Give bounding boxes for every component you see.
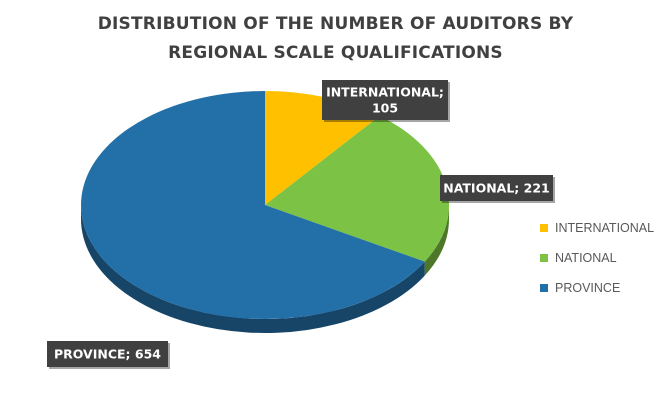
data-label-box-international	[322, 80, 448, 120]
chart-title-line-1: DISTRIBUTION OF THE NUMBER OF AUDITORS B…	[97, 14, 574, 34]
data-label-national: NATIONAL; 221	[440, 175, 555, 203]
data-label-text-province: PROVINCE; 654	[54, 347, 161, 362]
legend-label-national: NATIONAL	[555, 251, 617, 265]
chart-title-line-2: REGIONAL SCALE QUALIFICATIONS	[168, 43, 503, 63]
data-labels-group: INTERNATIONAL;105 NATIONAL; 221 PROVINCE; …	[47, 80, 555, 369]
data-label-text-international-1: INTERNATIONAL;	[326, 85, 444, 100]
data-label-international: INTERNATIONAL;105	[322, 80, 450, 122]
legend: INTERNATIONAL NATIONAL PROVINCE	[540, 213, 654, 303]
legend-swatch-province	[540, 284, 548, 292]
data-label-province: PROVINCE; 654	[47, 341, 170, 369]
pie-slices-group	[81, 91, 450, 319]
pie-slice-province	[81, 91, 425, 319]
data-label-box-national	[440, 175, 553, 201]
pie-side-national	[424, 205, 449, 276]
legend-swatch-international	[540, 224, 548, 232]
data-label-text-national: NATIONAL; 221	[443, 181, 550, 196]
chart-title: DISTRIBUTION OF THE NUMBER OF AUDITORS B…	[0, 10, 671, 68]
pie-slice-national	[265, 115, 450, 262]
legend-item-international: INTERNATIONAL	[540, 213, 654, 243]
data-label-text-international-2: 105	[372, 101, 398, 116]
legend-label-province: PROVINCE	[555, 281, 621, 295]
legend-item-province: PROVINCE	[540, 273, 654, 303]
pie-depth-group	[81, 205, 449, 333]
data-label-box-province	[47, 341, 168, 367]
legend-swatch-national	[540, 254, 548, 262]
legend-item-national: NATIONAL	[540, 243, 654, 273]
legend-label-international: INTERNATIONAL	[555, 221, 655, 235]
